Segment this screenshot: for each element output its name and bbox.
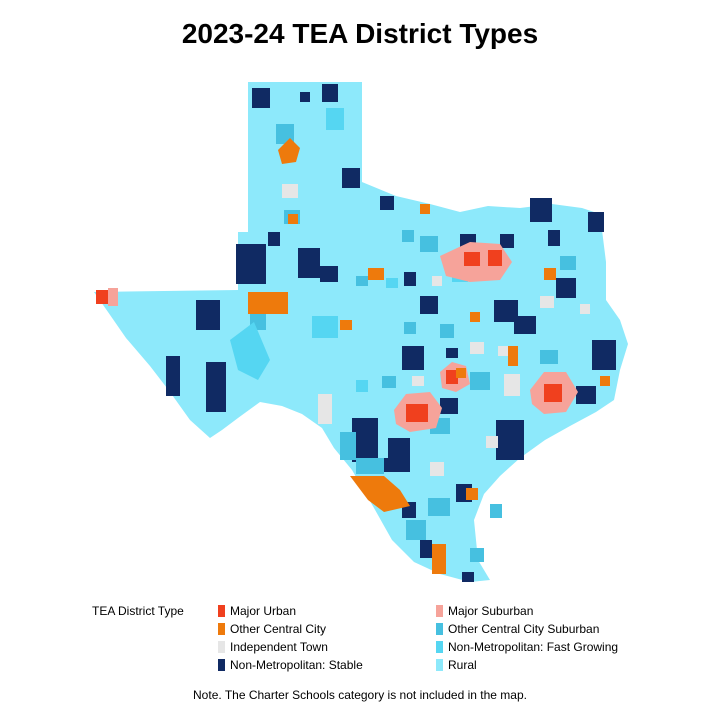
legend-label: Other Central City	[230, 622, 327, 636]
legend-item-stable: Non-Metropolitan: Stable	[218, 656, 363, 674]
independent-town-districts	[282, 184, 590, 476]
texas-rural-base	[94, 82, 628, 582]
legend-item-other-central-city: Other Central City	[218, 620, 326, 638]
legend-item-major-urban: Major Urban	[218, 602, 296, 620]
legend-label: Major Urban	[230, 604, 297, 618]
legend-label: Other Central City Suburban	[448, 622, 600, 636]
legend-swatch	[218, 659, 225, 671]
legend-item-major-suburban: Major Suburban	[436, 602, 533, 620]
texas-district-map	[94, 82, 628, 582]
legend-swatch	[218, 623, 225, 635]
legend-swatch	[436, 659, 443, 671]
legend-swatch	[436, 605, 443, 617]
legend-item-fast-growing: Non-Metropolitan: Fast Growing	[436, 638, 618, 656]
legend-label: Rural	[448, 658, 477, 672]
fast-growing-districts	[230, 108, 468, 392]
legend-label: Major Suburban	[448, 604, 534, 618]
legend-item-independent-town: Independent Town	[218, 638, 328, 656]
legend-swatch	[436, 641, 443, 653]
legend: TEA District Type Major Urban Major Subu…	[92, 602, 652, 672]
legend-item-other-central-city-suburban: Other Central City Suburban	[436, 620, 599, 638]
legend-item-rural: Rural	[436, 656, 477, 674]
stable-districts	[166, 84, 616, 582]
legend-label: Non-Metropolitan: Fast Growing	[448, 640, 619, 654]
legend-swatch	[218, 641, 225, 653]
legend-swatch	[436, 623, 443, 635]
footnote: Note. The Charter Schools category is no…	[193, 688, 527, 702]
major-urban-districts	[96, 250, 562, 422]
legend-label: Independent Town	[230, 640, 328, 654]
map-title: 2023-24 TEA District Types	[181, 18, 539, 49]
legend-label: Non-Metropolitan: Stable	[230, 658, 363, 672]
legend-swatch	[218, 605, 225, 617]
other-central-city-districts	[248, 138, 610, 574]
legend-title: TEA District Type	[92, 604, 184, 618]
